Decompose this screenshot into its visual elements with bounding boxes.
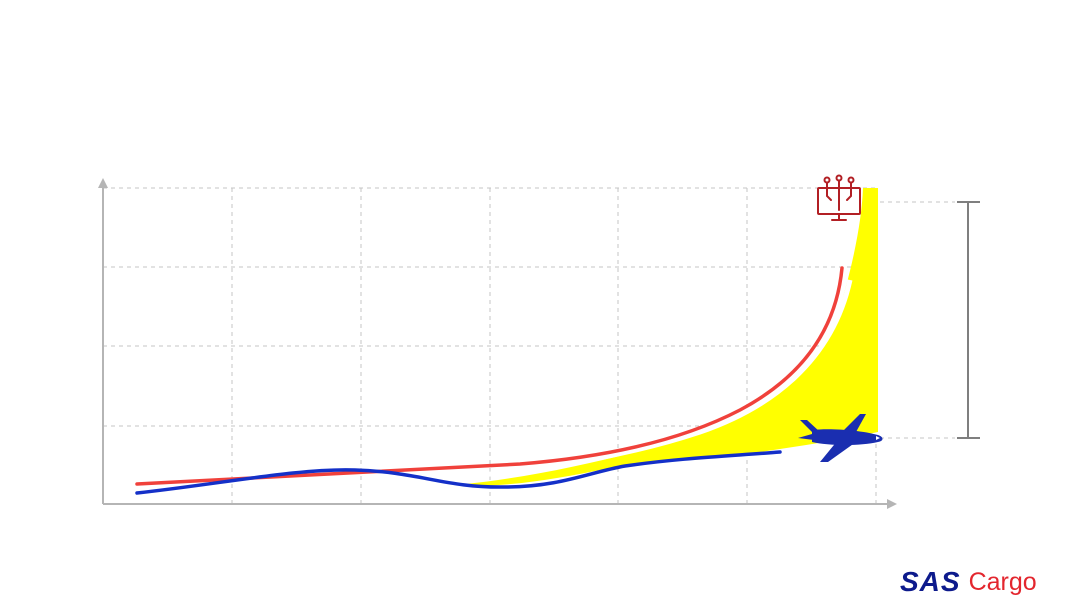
axes bbox=[98, 178, 897, 509]
blue-curve bbox=[135, 450, 782, 495]
airplane-icon bbox=[798, 414, 883, 462]
sas-cargo-logo: SAS Cargo bbox=[900, 562, 1040, 602]
red-curve bbox=[135, 266, 844, 486]
logo-brand: SAS bbox=[900, 566, 961, 597]
curve-separator bbox=[469, 279, 853, 479]
logo-product: Cargo bbox=[968, 567, 1037, 596]
gap-area bbox=[466, 188, 878, 486]
computer-network-icon bbox=[817, 174, 861, 221]
gap-bracket bbox=[880, 201, 980, 439]
y-axis-arrow bbox=[98, 178, 108, 188]
grid bbox=[103, 187, 877, 504]
x-axis-arrow bbox=[887, 499, 897, 509]
